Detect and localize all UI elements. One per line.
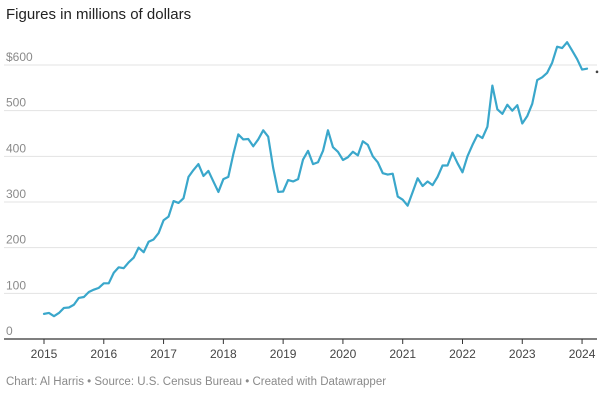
end-marker xyxy=(595,70,599,74)
y-tick-label: 300 xyxy=(6,187,26,201)
gridlines xyxy=(4,64,597,294)
x-tick-label: 2021 xyxy=(389,347,416,361)
x-tick-label: 2015 xyxy=(31,347,58,361)
y-tick-label: 100 xyxy=(6,278,26,292)
x-tick-label: 2016 xyxy=(90,347,117,361)
x-tick-label: 2019 xyxy=(270,347,297,361)
x-tick-label: 2018 xyxy=(210,347,237,361)
x-tick-label: 2024 xyxy=(569,347,596,361)
y-tick-label: 400 xyxy=(6,141,26,155)
series-line xyxy=(42,41,589,318)
x-tick-label: 2023 xyxy=(509,347,536,361)
x-tick-label: 2017 xyxy=(150,347,177,361)
x-axis: 2015 2016 2017 2018 2019 2020 2021 2022 2023 2024 xyxy=(4,338,597,361)
chart-title: Figures in millions of dollars xyxy=(6,6,192,23)
y-axis-labels: 0 100 200 300 400 500 $600 xyxy=(6,50,33,338)
x-tick-label: 2020 xyxy=(330,347,357,361)
y-tick-label: $600 xyxy=(6,50,33,64)
x-tick-label: 2022 xyxy=(449,347,476,361)
y-tick-label: 0 xyxy=(6,324,13,338)
y-tick-label: 200 xyxy=(6,233,26,247)
series-layer xyxy=(42,41,599,318)
chart-credits: Chart: Al Harris • Source: U.S. Census B… xyxy=(6,376,387,388)
y-tick-label: 500 xyxy=(6,96,26,110)
